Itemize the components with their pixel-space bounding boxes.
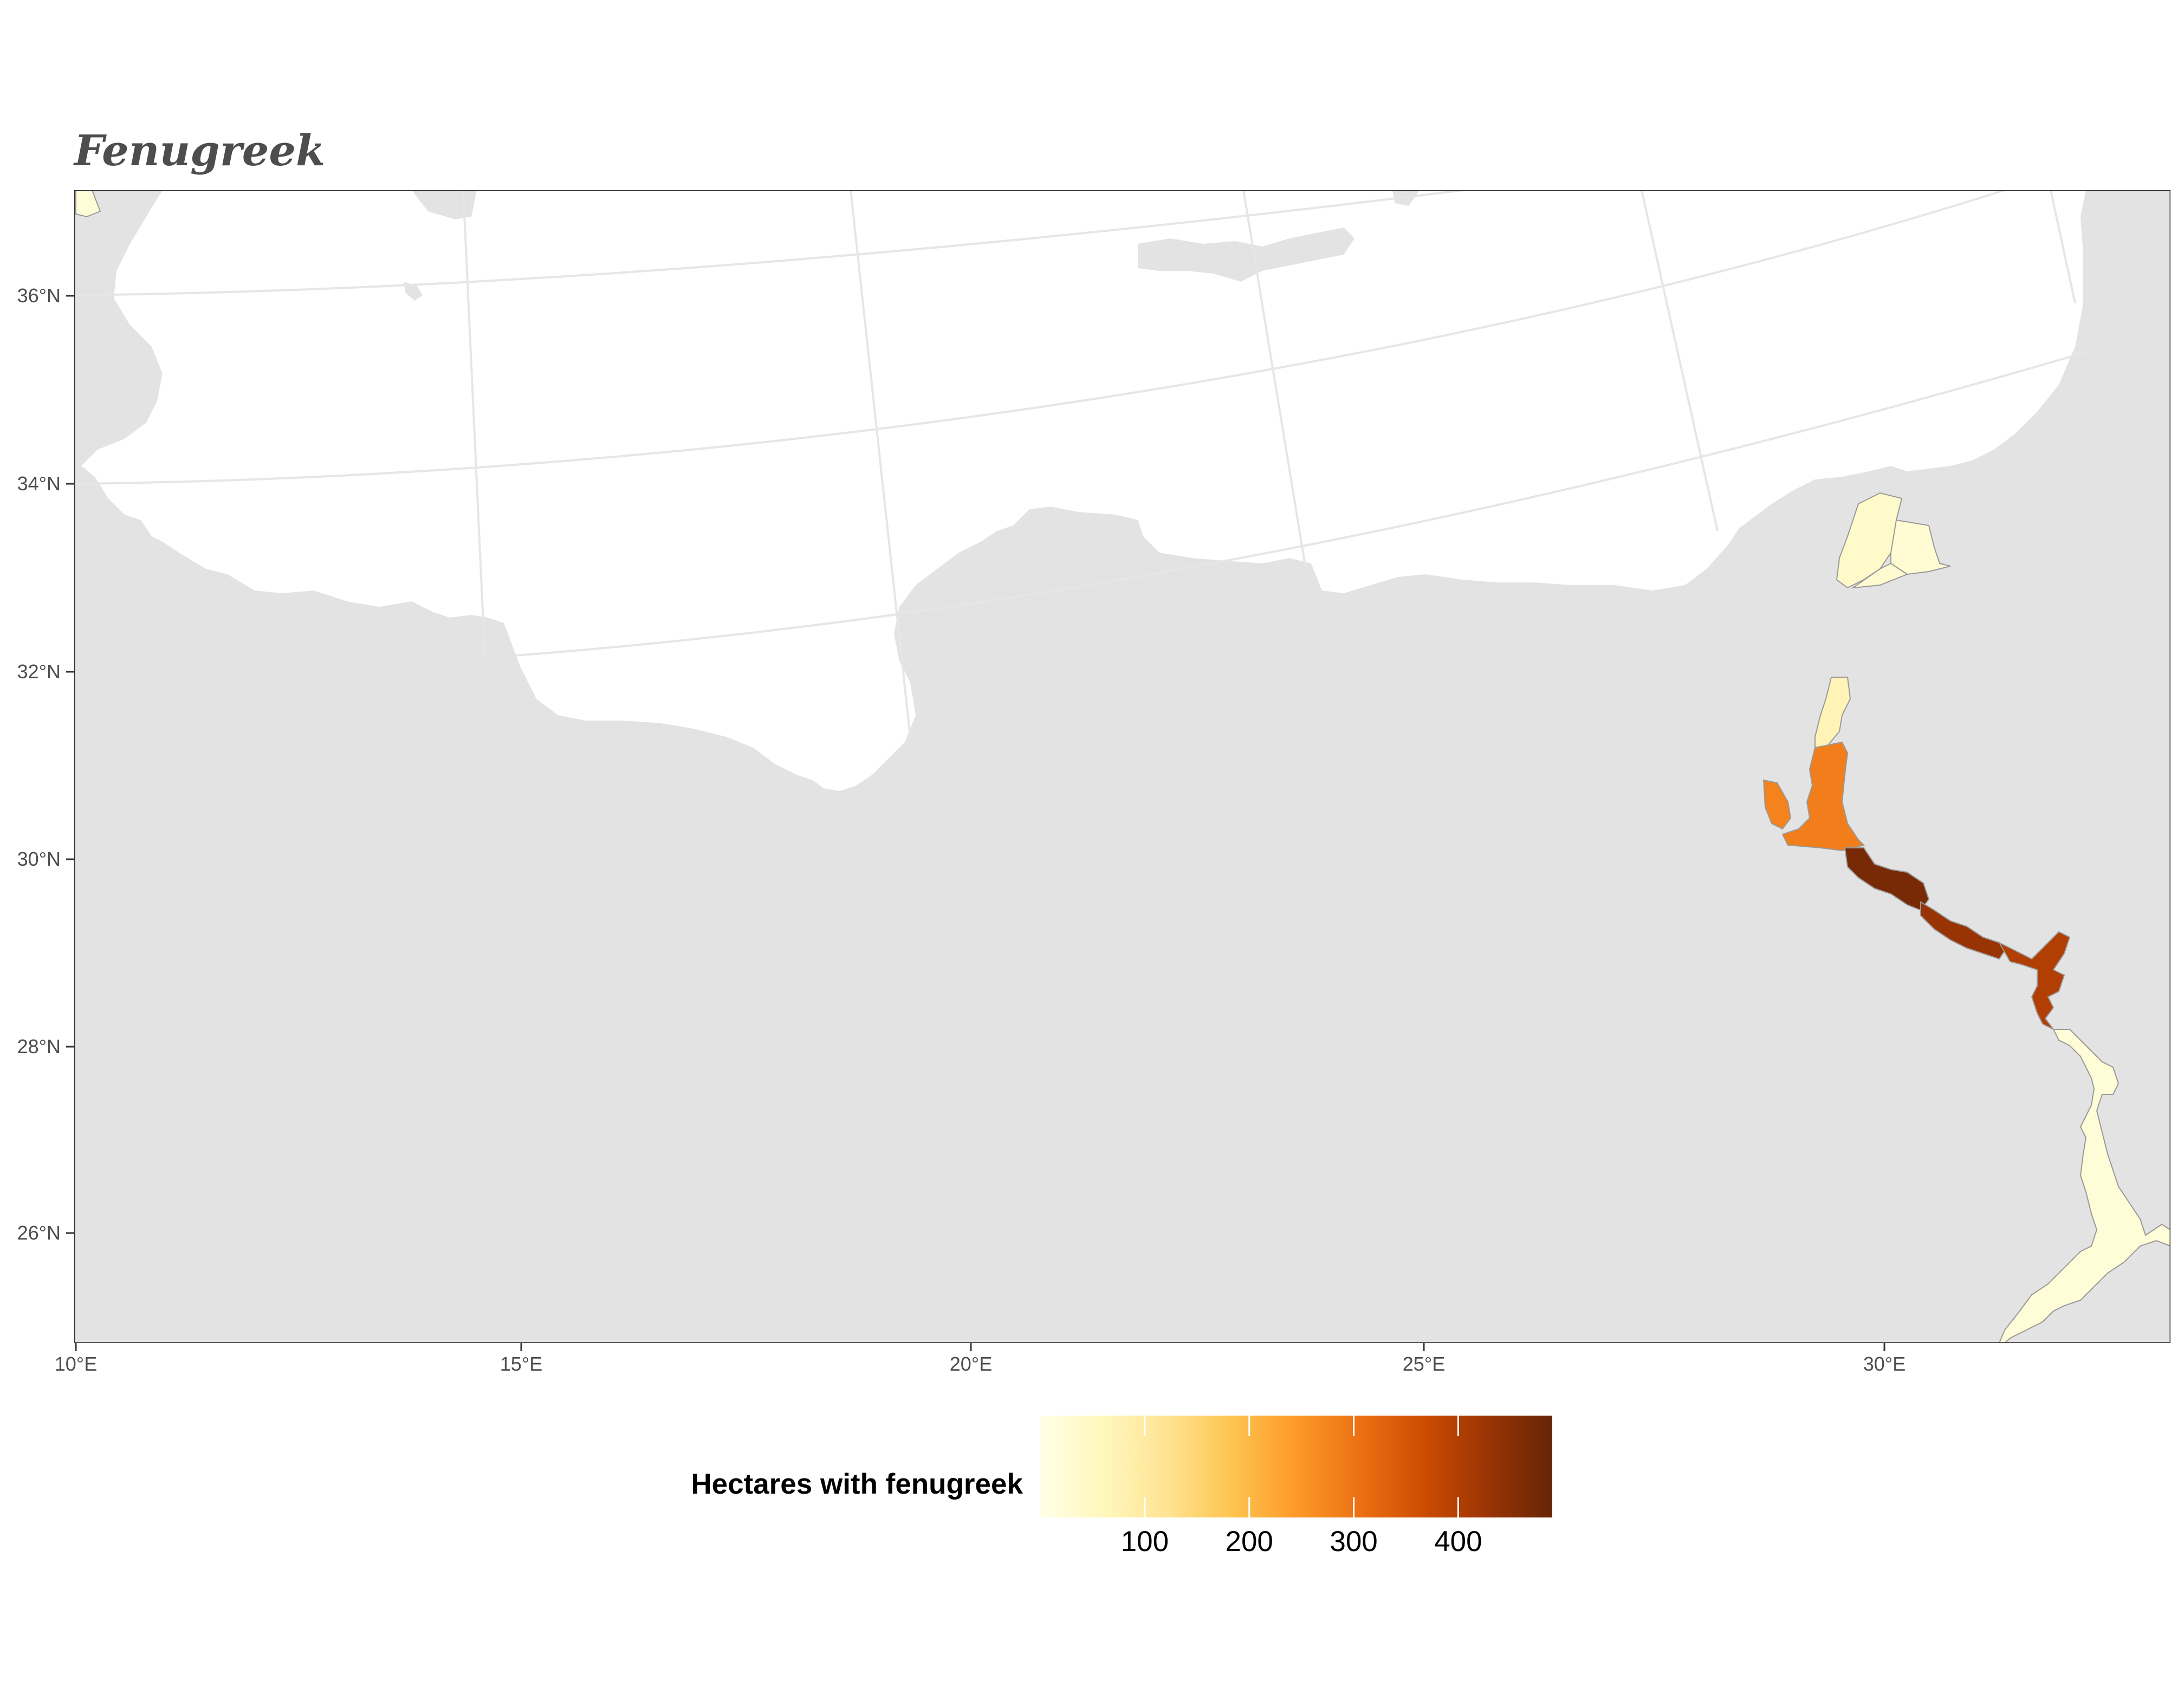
parallel-32n bbox=[514, 351, 2086, 657]
x-tick-label-10e: 10°E bbox=[55, 1353, 97, 1375]
meridian-15e bbox=[462, 190, 486, 659]
region-cairo-giza bbox=[1781, 741, 1865, 852]
y-tick-label-32n: 32°N bbox=[17, 660, 61, 683]
x-tick-label-20e: 20°E bbox=[950, 1353, 992, 1375]
y-axis: 36°N 34°N 32°N 30°N 28°N 26°N bbox=[17, 284, 74, 1244]
legend-ticks: 100 200 300 400 bbox=[1121, 1416, 1482, 1558]
y-tick-label-28n: 28°N bbox=[17, 1035, 61, 1058]
region-asyut bbox=[1998, 931, 2071, 1030]
region-nile-delta-central bbox=[1890, 519, 1951, 575]
region-nile-delta-east bbox=[1851, 562, 1909, 589]
legend-tick-label: 100 bbox=[1121, 1526, 1169, 1558]
levant-land bbox=[2083, 190, 2170, 542]
region-upper-egypt bbox=[1998, 1029, 2170, 1343]
regions bbox=[75, 190, 2170, 1343]
meridian-25e bbox=[1242, 190, 1307, 569]
legend: Hectares with fenugreek 100 200 300 400 bbox=[691, 1416, 1552, 1558]
meridian-35e bbox=[2050, 190, 2076, 304]
y-tick-label-34n: 34°N bbox=[17, 472, 61, 495]
parallel-34n bbox=[74, 190, 2005, 485]
map-panel bbox=[74, 190, 2170, 1343]
legend-tick-label: 400 bbox=[1434, 1526, 1482, 1558]
crete-land bbox=[1138, 228, 1355, 282]
legend-tick-label: 300 bbox=[1330, 1526, 1377, 1558]
tunisia-land bbox=[74, 190, 163, 471]
y-tick-label-36n: 36°N bbox=[17, 284, 61, 307]
region-minya bbox=[1920, 901, 2006, 960]
africa-land bbox=[74, 190, 2170, 1343]
map-title: Fenugreek bbox=[73, 126, 325, 176]
sicily-land bbox=[412, 190, 477, 219]
y-tick-label-30n: 30°N bbox=[17, 848, 61, 870]
region-upper-egypt-edge bbox=[75, 190, 101, 218]
x-tick-label-15e: 15°E bbox=[500, 1353, 542, 1375]
graticule bbox=[74, 190, 2086, 737]
parallel-36n bbox=[74, 190, 1463, 296]
x-tick-label-30e: 30°E bbox=[1863, 1353, 1906, 1375]
meridian-20e bbox=[850, 190, 911, 737]
y-tick-label-26n: 26°N bbox=[17, 1222, 61, 1244]
region-faiyum bbox=[1762, 779, 1792, 830]
malta-land bbox=[404, 282, 423, 301]
x-tick-label-25e: 25°E bbox=[1403, 1353, 1445, 1375]
x-axis: 10°E 15°E 20°E 25°E 30°E bbox=[55, 1343, 1906, 1375]
legend-title: Hectares with fenugreek bbox=[691, 1468, 1023, 1500]
meridian-30e bbox=[1641, 190, 1719, 531]
legend-colorbar bbox=[1040, 1416, 1552, 1517]
legend-tick-label: 200 bbox=[1225, 1526, 1273, 1558]
